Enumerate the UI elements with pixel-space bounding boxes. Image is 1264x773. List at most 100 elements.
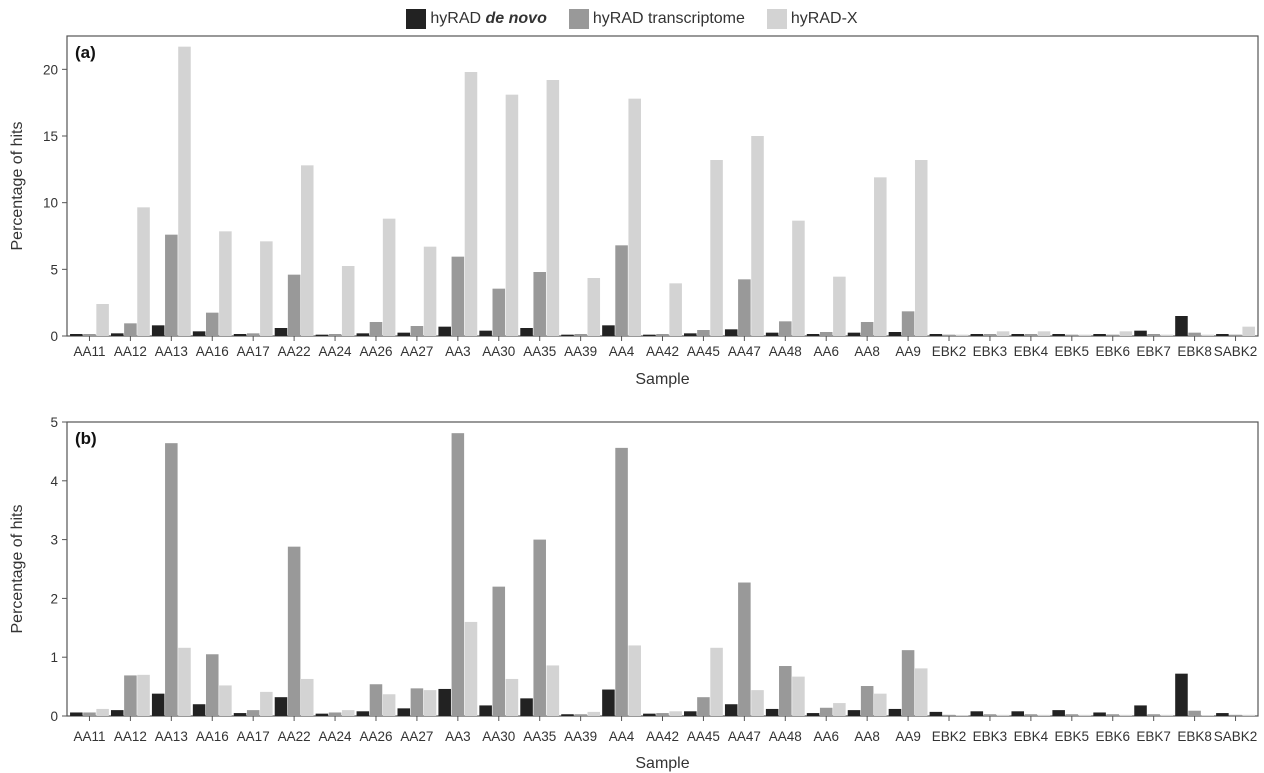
panel-b-bar-hyrad-x [300, 678, 314, 716]
panel-b-bar-transcriptome [287, 546, 301, 716]
panel-a-bar-transcriptome [328, 334, 342, 336]
panel-a-bar-transcriptome [983, 334, 997, 336]
panel-a-bar-de-novo [274, 328, 288, 336]
panel-a-bar-transcriptome [410, 326, 424, 336]
panel-b-bar-transcriptome [1106, 714, 1120, 716]
panel-a-bar-hyrad-x [300, 165, 314, 336]
panel-a-bar-de-novo [806, 334, 820, 336]
panel-b-bar-transcriptome [819, 707, 833, 716]
panel-a-xtick-label: EBK8 [1177, 344, 1212, 359]
panel-b-bar-de-novo [929, 711, 943, 716]
panel-a-bar-transcriptome [1106, 334, 1120, 336]
panel-b-ytick-label: 1 [50, 650, 58, 665]
panel-a-bar-de-novo [70, 334, 83, 336]
panel-a-bar-de-novo [765, 332, 779, 336]
panel-b-xtick-label: AA27 [400, 729, 433, 744]
panel-a-xtick-label: AA4 [609, 344, 635, 359]
panel-a-bar-de-novo [110, 333, 124, 336]
panel-b-bar-hyrad-x [914, 668, 928, 716]
panel-a-xtick-label: AA8 [854, 344, 880, 359]
panel-b-bar-transcriptome [369, 684, 383, 716]
panel-a-bar-transcriptome [492, 288, 506, 336]
panel-a-xtick-label: EBK3 [973, 344, 1008, 359]
panel-b-xtick-label: AA11 [73, 729, 105, 744]
panel-b-ytick-label: 4 [50, 474, 58, 489]
panel-b-bar-hyrad-x [996, 714, 1010, 716]
panel-b-xtick-label: AA47 [728, 729, 761, 744]
panel-a-bar-hyrad-x [914, 160, 928, 336]
panel-a-xtick-label: AA39 [564, 344, 597, 359]
panel-a-bar-de-novo [561, 334, 574, 336]
panel-a-bar-de-novo [724, 329, 738, 336]
panel-a-xtick-label: AA22 [278, 344, 311, 359]
panel-b-bar-transcriptome [942, 714, 956, 716]
panel-b-xtick-label: AA3 [445, 729, 471, 744]
panel-a-bar-hyrad-x [1119, 331, 1133, 336]
panel-b-bar-de-novo [888, 708, 902, 716]
panel-b-bar-transcriptome [656, 713, 669, 716]
panel-b-bar-hyrad-x [219, 685, 232, 716]
panel-a-bar-hyrad-x [423, 246, 437, 336]
panel-b-bar-hyrad-x [833, 703, 846, 716]
panel-b-bar-de-novo [684, 711, 697, 716]
panel-a-xtick-label: AA45 [687, 344, 720, 359]
panel-b-bar-transcriptome [410, 688, 424, 716]
panel-b-bar-transcriptome [83, 712, 96, 716]
panel-a-bar-transcriptome [738, 279, 751, 336]
panel-b-bar-hyrad-x [423, 690, 437, 716]
legend-label-de-novo-prefix: hyRAD [430, 10, 486, 27]
panel-b-bar-de-novo [765, 708, 779, 716]
panel-b-ytick-label: 2 [50, 591, 58, 606]
panel-b-bar-transcriptome [983, 714, 997, 716]
panel-b-bar-hyrad-x [260, 691, 273, 716]
panel-b-bar-transcriptome [779, 666, 792, 716]
panel-b-bar-de-novo [1134, 705, 1147, 716]
panel-a-xtick-label: AA17 [237, 344, 270, 359]
panel-a-bar-transcriptome [1188, 332, 1201, 336]
panel-a-xtick-label: AA12 [114, 344, 147, 359]
panel-a-bar-de-novo [888, 332, 902, 336]
panel-b-bar-de-novo [479, 705, 492, 716]
panel-b-bar-de-novo [970, 711, 984, 716]
panel-b-bar-transcriptome [1024, 714, 1038, 716]
panel-a-bar-de-novo [151, 325, 165, 336]
panel-a-xtick-label: AA13 [155, 344, 188, 359]
panel-b-bar-hyrad-x [751, 690, 764, 716]
panel-a-xtick-label: AA26 [359, 344, 392, 359]
panel-b-bar-transcriptome [492, 586, 506, 716]
panel-a-xtick-label: SABK2 [1214, 344, 1258, 359]
panel-a-xtick-label: EBK2 [932, 344, 967, 359]
panel-b-xtick-label: AA16 [196, 729, 229, 744]
panel-b-bar-de-novo [110, 710, 124, 716]
panel-b-bar-hyrad-x [382, 694, 396, 716]
legend-item-hyrad-x: hyRAD-X [766, 9, 858, 29]
panel-a-xtick-label: AA16 [196, 344, 229, 359]
panel-a-bar-hyrad-x [505, 94, 519, 337]
panel-b-bar-transcriptome [205, 654, 219, 716]
panel-b-bar-transcriptome [328, 712, 342, 716]
panel-a-bar-transcriptome [942, 334, 956, 336]
panel-b-xtick-label: EBK5 [1055, 729, 1090, 744]
panel-a-bar-de-novo [233, 334, 247, 336]
panel-b-bar-transcriptome [901, 650, 915, 716]
panel-b-xtick-label: AA8 [854, 729, 880, 744]
panel-a-ytick-label: 0 [50, 329, 58, 344]
panel-b-bar-de-novo [643, 713, 656, 716]
legend-label-hyrad-x: hyRAD-X [790, 10, 858, 27]
panel-a-bar-de-novo [520, 328, 533, 336]
panel-a-bar-transcriptome [656, 334, 669, 336]
panel-b-ytick-label: 3 [50, 533, 58, 548]
panel-a-bar-hyrad-x [219, 231, 232, 336]
panel-a-bar-transcriptome [369, 322, 383, 336]
panel-a-bar-transcriptome [124, 323, 137, 336]
legend-swatch-transcriptome [568, 9, 589, 29]
panel-a-bar-transcriptome [1065, 334, 1079, 336]
panel-a-bar-de-novo [1134, 330, 1147, 336]
panel-b-bar-de-novo [602, 689, 615, 716]
panel-a-bar-hyrad-x [833, 276, 846, 336]
panel-a-bar-hyrad-x [792, 220, 805, 336]
panel-b-bar-hyrad-x [1242, 714, 1255, 716]
panel-b-bar-transcriptome [1229, 714, 1242, 716]
panel-b-bar-de-novo [1216, 713, 1229, 716]
